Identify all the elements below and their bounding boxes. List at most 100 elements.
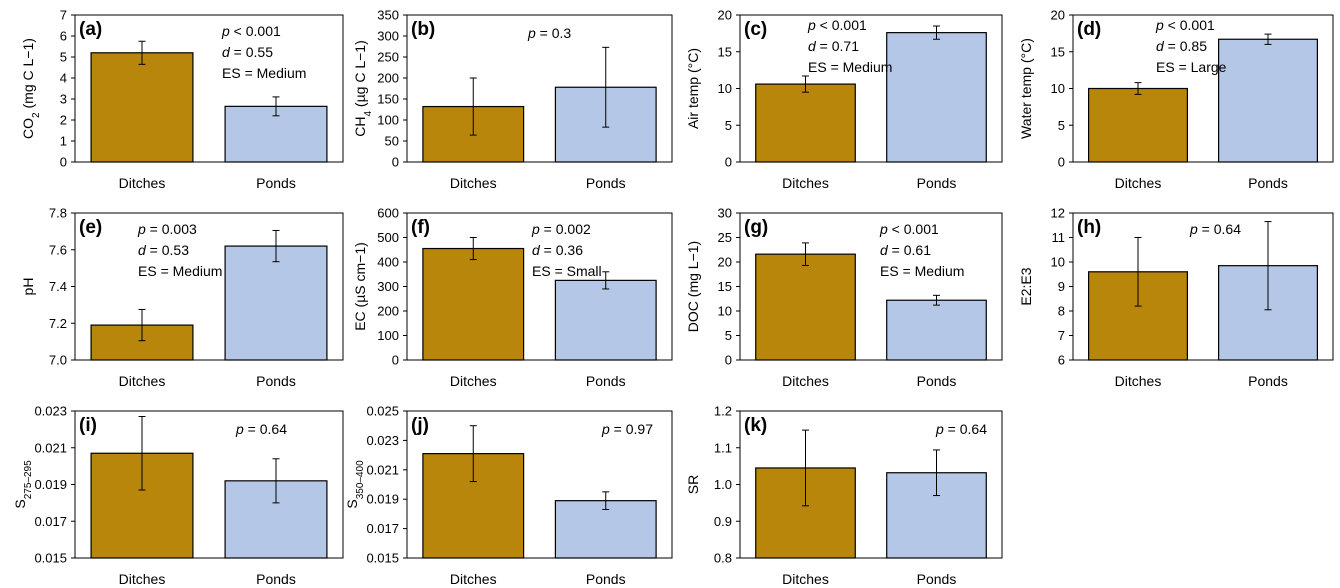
y-axis-label-units: (mg C L−1) xyxy=(20,38,36,112)
x-category-label: Ponds xyxy=(917,571,957,587)
y-axis-label-subscript: 275–295 xyxy=(23,460,34,499)
stat-annotation: p = 0.002 xyxy=(531,221,591,237)
y-axis-label-subscript: 2 xyxy=(31,112,42,118)
y-axis-label: S350–400 xyxy=(344,460,366,509)
y-tick-label: 350 xyxy=(377,8,399,23)
stat-annotation: p = 0.97 xyxy=(601,421,653,437)
y-tick-label: 20 xyxy=(718,8,732,23)
y-axis-label: S275–295 xyxy=(12,460,34,509)
y-axis-label-main: DOC (mg L−1) xyxy=(685,241,701,332)
plot-frame xyxy=(406,410,673,559)
y-axis-label-main: EC (µS cm−1) xyxy=(352,242,368,331)
stat-symbol: p xyxy=(137,221,146,237)
chart-panel: 6 7 8 9 10 11 12 E2:E3 Ditches Ponds (h) p = 0.64 xyxy=(1018,206,1334,389)
stat-value: ES = Medium xyxy=(880,263,964,279)
stat-symbol: d xyxy=(532,242,541,258)
x-category-label: Ponds xyxy=(1248,175,1288,191)
bar-ditches xyxy=(422,247,525,361)
chart-panel: 0 100 200 300 400 500 600 EC (µS cm−1) Ditches Po… xyxy=(352,206,673,389)
stat-annotation: ES = Medium xyxy=(138,263,222,279)
bar-ponds xyxy=(554,500,657,559)
stat-value: = 0.55 xyxy=(230,44,273,60)
stat-annotation: p < 0.001 xyxy=(221,23,281,39)
stat-symbol: p xyxy=(879,221,888,237)
stat-value: = 0.61 xyxy=(888,242,931,258)
y-tick-label: 100 xyxy=(377,113,399,128)
x-category-label: Ponds xyxy=(256,373,296,389)
x-category-label: Ponds xyxy=(917,175,957,191)
y-tick-label: 0 xyxy=(1058,155,1065,170)
plot-frame xyxy=(74,14,344,163)
stat-value: < 0.001 xyxy=(1164,17,1215,33)
y-axis-label: DOC (mg L−1) xyxy=(685,241,701,332)
stat-annotation: p = 0.3 xyxy=(527,25,571,41)
y-tick-label: 2 xyxy=(60,113,67,128)
y-tick-label: 15 xyxy=(718,279,732,294)
y-axis-label: EC (µS cm−1) xyxy=(352,242,368,331)
stat-annotation: p < 0.001 xyxy=(879,221,939,237)
y-axis-label-main: Air temp (°C) xyxy=(685,48,701,129)
y-tick-label: 20 xyxy=(1051,8,1065,23)
stat-annotation: d = 0.85 xyxy=(1156,38,1207,54)
panel-label: (a) xyxy=(79,19,102,40)
stat-annotation: p = 0.003 xyxy=(137,221,197,237)
stat-value: = 0.003 xyxy=(146,221,197,237)
chart-panel: 0 5 10 15 20 Water temp (°C) Ditches Ponds (d) p … xyxy=(1018,8,1334,191)
y-tick-label: 9 xyxy=(1058,279,1065,294)
y-tick-label: 250 xyxy=(377,50,399,65)
y-tick-label: 10 xyxy=(1051,81,1065,96)
y-tick-label: 150 xyxy=(377,92,399,107)
panel-label: (h) xyxy=(1077,217,1101,238)
x-category-label: Ditches xyxy=(782,373,829,389)
y-tick-label: 7.6 xyxy=(49,242,67,257)
panel-label: (d) xyxy=(1077,19,1101,40)
y-tick-label: 10 xyxy=(1051,255,1065,270)
y-tick-label: 5 xyxy=(725,118,732,133)
y-tick-label: 0.019 xyxy=(366,492,399,507)
stat-value: = 0.85 xyxy=(1164,38,1207,54)
stat-annotation: ES = Medium xyxy=(808,59,892,75)
y-axis-label: SR xyxy=(685,475,701,494)
stat-symbol: p xyxy=(1155,17,1164,33)
stat-value: ES = Large xyxy=(1156,59,1227,75)
stat-value: ES = Medium xyxy=(808,59,892,75)
panel-label: (g) xyxy=(744,217,768,238)
y-axis-label-main: Water temp (°C) xyxy=(1018,38,1034,139)
y-tick-label: 20 xyxy=(718,255,732,270)
stat-value: < 0.001 xyxy=(888,221,939,237)
stat-annotation: d = 0.53 xyxy=(138,242,189,258)
bar-ditches xyxy=(1087,87,1188,163)
y-tick-label: 1 xyxy=(60,134,67,149)
stat-annotation: ES = Large xyxy=(1156,59,1227,75)
stat-symbol: p xyxy=(235,421,244,437)
stat-annotation: p < 0.001 xyxy=(1155,17,1215,33)
chart-panel: 7.0 7.2 7.4 7.6 7.8 pH Ditches Ponds (e) p = 0.00… xyxy=(20,206,344,389)
y-axis-label-main: SR xyxy=(685,475,701,494)
stat-symbol: d xyxy=(808,38,817,54)
y-tick-label: 5 xyxy=(725,328,732,343)
y-tick-label: 0.023 xyxy=(366,433,399,448)
y-tick-label: 1.0 xyxy=(714,477,732,492)
stat-symbol: p xyxy=(935,421,944,437)
stat-annotation: d = 0.55 xyxy=(222,44,273,60)
chart-panel: 0.015 0.017 0.019 0.021 0.023 0.025 S350–400 Di… xyxy=(344,404,673,587)
y-axis-label-main: S xyxy=(12,499,28,508)
x-category-label: Ditches xyxy=(782,175,829,191)
panel-label: (i) xyxy=(79,415,97,436)
y-axis-label: pH xyxy=(20,278,36,296)
stat-value: = 0.64 xyxy=(944,421,987,437)
y-tick-label: 0.023 xyxy=(34,404,67,419)
y-tick-label: 400 xyxy=(377,255,399,270)
y-tick-label: 10 xyxy=(718,81,732,96)
stat-value: = 0.36 xyxy=(540,242,583,258)
stat-symbol: d xyxy=(222,44,231,60)
y-tick-label: 0.015 xyxy=(34,551,67,566)
y-tick-label: 3 xyxy=(60,92,67,107)
x-category-label: Ditches xyxy=(119,373,166,389)
x-category-label: Ditches xyxy=(450,373,497,389)
x-category-label: Ditches xyxy=(1115,373,1162,389)
y-axis-label: Water temp (°C) xyxy=(1018,38,1034,139)
y-tick-label: 0.021 xyxy=(34,440,67,455)
stat-symbol: d xyxy=(1156,38,1165,54)
